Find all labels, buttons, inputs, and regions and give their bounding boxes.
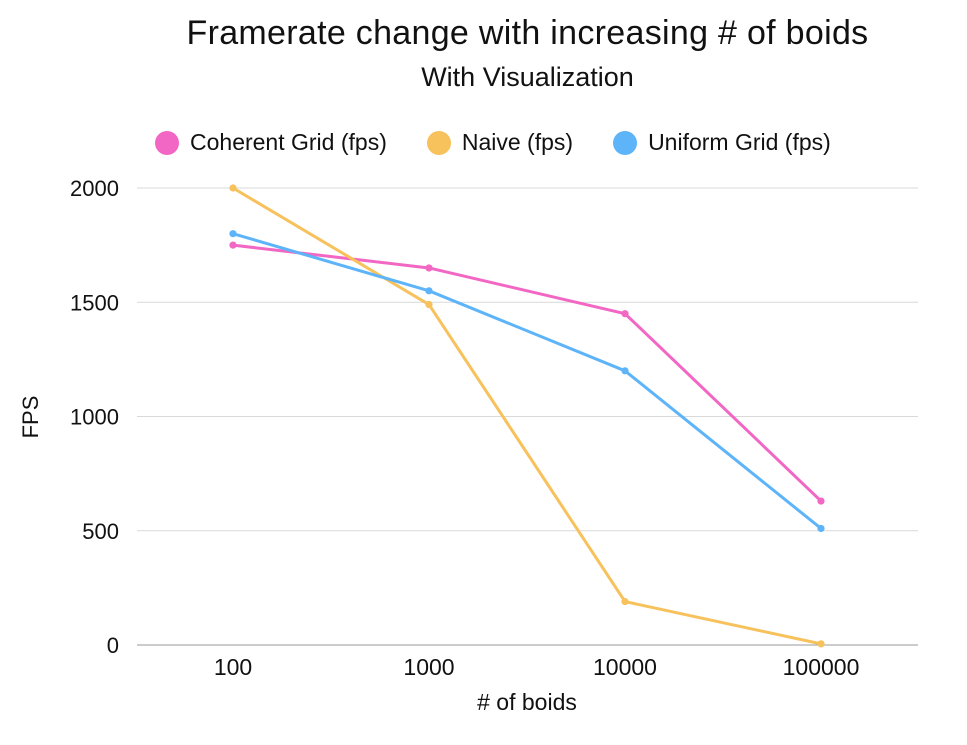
legend-item-uniform-grid[interactable]: Uniform Grid (fps) <box>613 129 831 156</box>
y-tick-label-2000: 2000 <box>70 176 119 201</box>
data-point-naive-100[interactable] <box>229 184 237 192</box>
y-axis-label: FPS <box>18 396 43 439</box>
x-axis-label: # of boids <box>477 689 577 715</box>
x-tick-label-10000: 10000 <box>593 654 657 680</box>
x-tick-label-100000: 100000 <box>783 654 860 680</box>
chart-title: Framerate change with increasing # of bo… <box>186 14 869 52</box>
legend-item-naive[interactable]: Naive (fps) <box>426 129 574 156</box>
legend: Coherent Grid (fps) Naive (fps) Uniform … <box>155 129 831 156</box>
series-line-coherent-grid <box>231 243 823 503</box>
legend-swatch-uniform-grid <box>613 130 638 155</box>
y-tick-label-0: 0 <box>107 633 119 658</box>
gridlines <box>137 187 918 646</box>
legend-label-coherent-grid: Coherent Grid (fps) <box>190 129 387 155</box>
x-tick-label-100: 100 <box>214 654 252 680</box>
data-point-coherent-grid-100[interactable] <box>229 241 237 249</box>
data-point-uniform-grid-100[interactable] <box>229 230 237 238</box>
data-point-coherent-grid-1000[interactable] <box>425 264 433 272</box>
data-point-uniform-grid-100000[interactable] <box>817 524 825 533</box>
data-point-coherent-grid-100000[interactable] <box>817 497 825 505</box>
legend-label-naive: Naive (fps) <box>461 129 574 155</box>
legend-swatch-naive <box>426 130 451 155</box>
data-point-naive-1000[interactable] <box>425 300 433 309</box>
x-tick-label-1000: 1000 <box>403 654 454 680</box>
legend-swatch-coherent-grid <box>155 130 179 155</box>
y-tick-label-1000: 1000 <box>70 405 119 430</box>
chart-subtitle: With Visualization <box>421 62 634 92</box>
data-point-naive-100000[interactable] <box>817 640 825 648</box>
y-tick-label-500: 500 <box>82 519 119 544</box>
y-tick-label-1500: 1500 <box>70 290 119 315</box>
series-lines <box>229 184 825 648</box>
legend-item-coherent-grid[interactable]: Coherent Grid (fps) <box>155 129 387 156</box>
data-point-naive-10000[interactable] <box>621 597 629 606</box>
series-line-uniform-grid <box>231 232 823 530</box>
x-axis-ticks: 100 1000 10000 100000 <box>214 654 860 680</box>
legend-label-uniform-grid: Uniform Grid (fps) <box>648 129 831 155</box>
series-line-naive <box>231 186 823 646</box>
data-point-uniform-grid-10000[interactable] <box>621 367 629 375</box>
data-point-uniform-grid-1000[interactable] <box>425 287 433 295</box>
data-point-coherent-grid-10000[interactable] <box>621 310 629 318</box>
y-axis-ticks: 0 500 1000 1500 2000 <box>70 176 119 658</box>
